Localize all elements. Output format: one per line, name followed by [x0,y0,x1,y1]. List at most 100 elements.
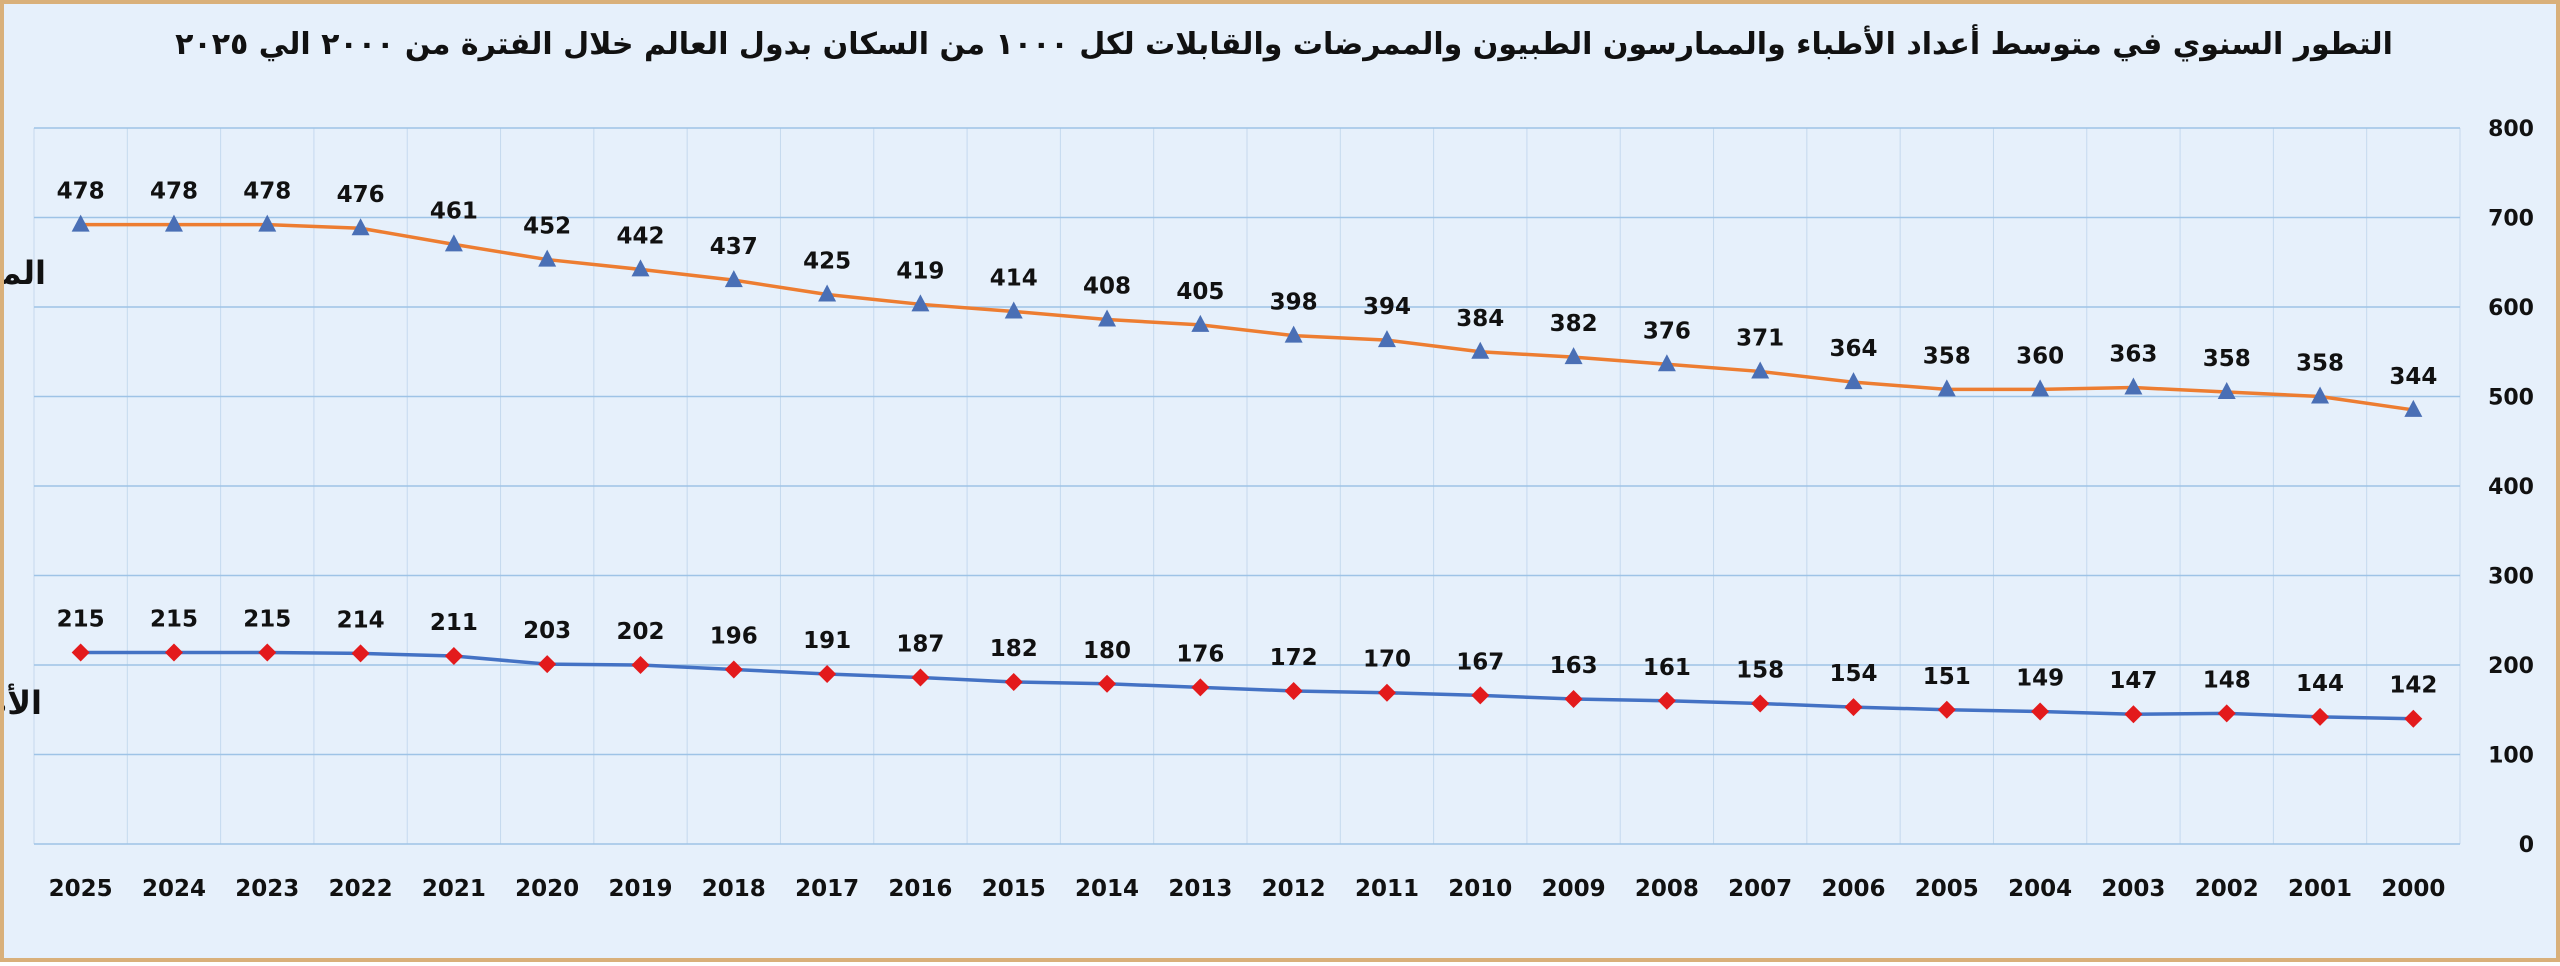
data-point-marker [2124,705,2143,724]
y-tick-label: 800 [2488,117,2534,142]
chart-title: التطور السنوي في متوسط أعداد الأطباء وال… [175,24,2393,62]
data-label: 151 [1923,664,1971,690]
data-point-marker [2311,707,2330,726]
x-tick-label: 2014 [1075,876,1139,902]
data-point-marker [1937,379,1956,397]
data-label: 394 [1363,294,1411,320]
data-point-marker [1191,678,1210,697]
x-tick-label: 2011 [1355,876,1419,902]
data-point-marker [1844,372,1863,390]
data-point-marker [1657,354,1676,372]
data-label: 398 [1270,290,1318,316]
data-label: 414 [990,265,1038,291]
data-point-marker [2217,704,2236,723]
data-label: 187 [896,632,944,658]
data-label: 196 [710,623,758,649]
x-tick-label: 2009 [1542,876,1606,902]
x-tick-label: 2017 [795,876,859,902]
series-name-label: الأطباء والممارسون الطبيون [4,683,42,722]
data-point-marker [818,664,837,683]
x-tick-label: 2016 [888,876,952,902]
series-layer [71,214,2423,728]
data-label: 144 [2296,671,2344,697]
x-tick-label: 2020 [515,876,579,902]
data-point-marker [1657,691,1676,710]
data-label: 384 [1456,306,1504,332]
series-name-label: الممرضات والقابلات [4,254,46,292]
x-tick-label: 2005 [1915,876,1979,902]
data-label: 419 [896,258,944,284]
data-point-marker [1377,330,1396,348]
data-label: 452 [523,214,571,240]
data-label: 360 [2016,343,2064,369]
data-point-marker [818,284,837,302]
data-point-marker [1377,683,1396,702]
data-label: 158 [1736,657,1784,683]
x-tick-label: 2006 [1821,876,1885,902]
x-tick-label: 2008 [1635,876,1699,902]
data-point-marker [2217,382,2236,400]
data-label: 147 [2109,668,2157,694]
data-point-marker [164,214,183,232]
x-tick-label: 2012 [1262,876,1326,902]
data-label: 408 [1083,274,1131,300]
data-point-marker [1751,694,1770,713]
x-tick-label: 2022 [329,876,393,902]
data-label: 202 [616,619,664,645]
y-tick-label: 200 [2488,654,2534,679]
data-point-marker [2031,379,2050,397]
data-label: 478 [150,179,198,205]
y-tick-label: 700 [2488,207,2534,232]
data-label: 172 [1270,645,1318,671]
y-tick-label: 0 [2519,833,2534,858]
data-point-marker [2311,386,2330,404]
data-point-marker [911,294,930,312]
data-label: 437 [710,234,758,260]
x-tick-label: 2000 [2381,876,2445,902]
data-point-marker [1284,325,1303,343]
data-point-marker [2031,702,2050,721]
x-tick-label: 2015 [982,876,1046,902]
data-point-marker [2404,399,2423,417]
data-label: 215 [243,606,291,632]
data-label: 478 [57,179,105,205]
data-label: 358 [2203,346,2251,372]
data-point-marker [351,218,370,236]
data-point-marker [2404,709,2423,728]
data-point-marker [1191,314,1210,332]
x-tick-label: 2024 [142,876,206,902]
y-tick-label: 600 [2488,296,2534,321]
data-point-marker [1564,690,1583,709]
data-point-marker [444,647,463,666]
data-point-marker [911,668,930,687]
series-line-2 [80,650,2414,721]
x-tick-label: 2013 [1168,876,1232,902]
data-label: 358 [1923,343,1971,369]
data-point-marker [351,644,370,663]
x-tick-label: 2001 [2288,876,2352,902]
data-label: 478 [243,179,291,205]
data-label: 176 [1176,641,1224,667]
data-label: 163 [1550,653,1598,679]
data-point-marker [1564,347,1583,365]
data-point-marker [1471,686,1490,705]
data-point-marker [1471,341,1490,359]
y-tick-label: 300 [2488,565,2534,590]
y-tick-label: 100 [2488,744,2534,769]
data-label: 182 [990,636,1038,662]
x-tick-label: 2002 [2195,876,2259,902]
data-point-marker [2124,377,2143,395]
data-point-marker [1751,361,1770,379]
data-label: 476 [337,182,385,208]
data-point-marker [1098,674,1117,693]
data-label: 203 [523,618,571,644]
data-label: 142 [2389,673,2437,699]
data-point-marker [258,643,277,662]
y-tick-label: 500 [2488,386,2534,411]
data-point-marker [724,270,743,288]
x-tick-label: 2019 [608,876,672,902]
data-label: 371 [1736,325,1784,351]
data-label: 364 [1829,336,1877,362]
data-point-marker [724,660,743,679]
